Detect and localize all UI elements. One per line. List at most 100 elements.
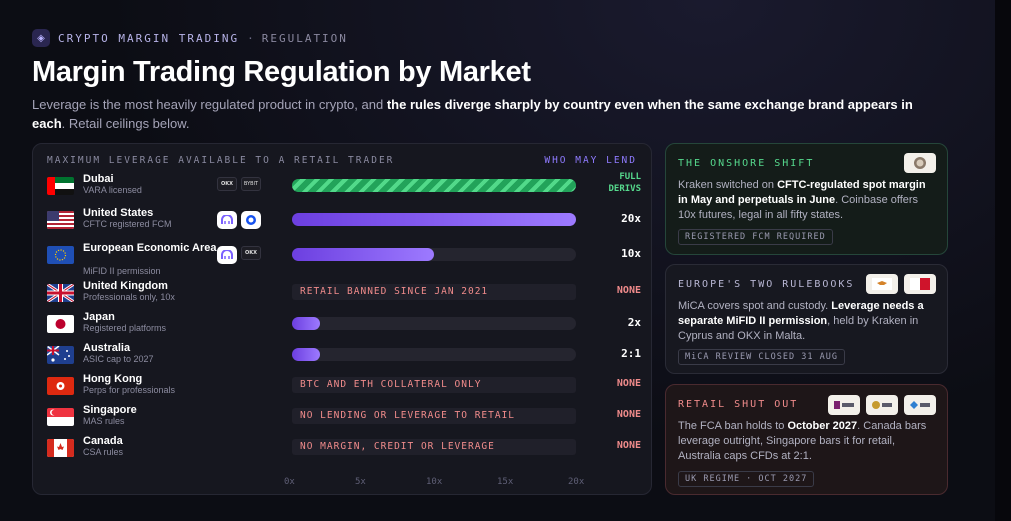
market-row: United States CFTC registered FCM 20x (47, 206, 641, 236)
axis-tick-label: 5x (355, 477, 366, 487)
ca-flag-icon (47, 439, 74, 457)
subtitle-part-1: Leverage is the most heavily regulated p… (32, 97, 387, 112)
screen-edge (995, 0, 1011, 521)
market-name: Australia (83, 342, 131, 354)
kicker-subtitle: REGULATION (261, 31, 348, 45)
market-row: Australia ASIC cap to 2027 2:1 (47, 341, 641, 371)
market-row: Hong Kong Perps for professionals BTC AND … (47, 372, 641, 402)
market-note: Professionals only, 10x (83, 292, 175, 302)
card-text-1: MiCA covers spot and custody. (678, 300, 832, 312)
regulator-seal-icon (904, 153, 936, 173)
kicker: ◈ CRYPTO MARGIN TRADING · REGULATION (32, 28, 972, 48)
market-note: CSA rules (83, 447, 124, 457)
leverage-bar-track (292, 213, 576, 226)
market-name: Dubai (83, 173, 114, 185)
leverage-value-line-2: DERIVS (608, 184, 641, 194)
card-text: The FCA ban holds to October 2027. Canad… (678, 419, 936, 464)
sg-flag-icon (47, 408, 74, 426)
fca-logo-icon (828, 395, 860, 415)
card-text-3: , held by Kraken in Cyprus and OKX in Ma… (678, 315, 919, 342)
leverage-bar (292, 348, 320, 361)
card-title: RETAIL SHUT OUT (678, 399, 799, 410)
market-note: ASIC cap to 2027 (83, 354, 154, 364)
market-name: European Economic Area (83, 242, 217, 254)
kicker-title: CRYPTO MARGIN TRADING (58, 31, 240, 45)
exchange-logos: OKX (217, 246, 261, 264)
leverage-value: NONE (617, 409, 641, 420)
leverage-bar-track (292, 179, 576, 192)
malta-flag-shape (910, 278, 930, 290)
leverage-bar-track (292, 317, 576, 330)
leverage-value-line: 20x (621, 212, 641, 225)
card-europe-rulebooks: EUROPE'S TWO RULEBOOKS MiCA covers spot … (665, 264, 948, 374)
ae-flag-icon (47, 177, 74, 195)
card-retail-shut-out: RETAIL SHUT OUT The FCA ban holds to Oct… (665, 384, 948, 495)
card-tag: MiCA REVIEW CLOSED 31 AUG (678, 349, 845, 365)
leverage-value-line: 2x (627, 316, 641, 329)
gb-flag-icon (47, 284, 74, 302)
subtitle-emphasis: the rules diverge sharply by country eve… (32, 97, 913, 131)
leverage-value: 20x (621, 212, 641, 225)
market-note: Registered platforms (83, 323, 167, 333)
card-text: MiCA covers spot and custody. Leverage n… (678, 299, 936, 344)
market-note: Perps for professionals (83, 385, 176, 395)
card-onshore-shift: THE ONSHORE SHIFT Kraken switched on CFT… (665, 143, 948, 255)
market-name: Japan (83, 311, 115, 323)
kraken-logo-icon (217, 246, 237, 264)
restriction-label: NO MARGIN, CREDIT OR LEVERAGE (292, 439, 576, 455)
mas-logo-icon (866, 395, 898, 415)
market-note: MiFID II permission (83, 266, 161, 276)
market-name: Hong Kong (83, 373, 143, 385)
okx-logo-icon: OKX (241, 246, 261, 260)
leverage-bar (292, 179, 576, 192)
us-flag-icon (47, 211, 74, 229)
market-row: Singapore MAS rules NO LENDING OR LEVERAGE… (47, 403, 641, 433)
leverage-value: 2x (628, 316, 641, 329)
panel-heading-right: WHO MAY LEND (544, 155, 637, 166)
axis-tick-label: 20x (568, 477, 585, 487)
market-name: United States (83, 207, 154, 219)
market-row: United Kingdom Professionals only, 10x RET… (47, 279, 641, 309)
eu-flag-icon (47, 246, 74, 264)
card-tag: REGISTERED FCM REQUIRED (678, 229, 833, 245)
asic-logo-shape (910, 401, 930, 409)
leverage-value-line: NONE (616, 409, 641, 420)
fca-logo-shape (834, 401, 854, 409)
exchange-logos (217, 211, 261, 229)
leverage-value: NONE (617, 285, 641, 296)
jp-flag-icon (47, 315, 74, 333)
cyprus-flag-icon (866, 274, 898, 294)
card-title: EUROPE'S TWO RULEBOOKS (678, 279, 855, 290)
exchange-logos: OKX BYBIT (217, 177, 261, 191)
card-text-emphasis: Leverage needs a separate MiFID II permi… (678, 300, 924, 327)
brand-logo-icon: ◈ (32, 29, 50, 47)
cyprus-flag-shape (872, 278, 892, 290)
okx-logo-icon: OKX (217, 177, 237, 191)
coinbase-logo-icon (241, 211, 261, 229)
subtitle-part-3: . Retail ceilings below. (61, 116, 190, 131)
au-flag-icon (47, 346, 74, 364)
market-row: Canada CSA rules NO MARGIN, CREDIT OR LEVE… (47, 434, 641, 464)
mas-logo-shape (872, 401, 892, 409)
malta-flag-icon (904, 274, 936, 294)
bybit-logo-icon: BYBIT (241, 177, 261, 191)
market-row: Dubai VARA licensed OKX BYBIT FULL DERIVS (47, 172, 641, 202)
leverage-panel: MAXIMUM LEVERAGE AVAILABLE TO A RETAIL T… (32, 143, 652, 495)
card-text-3: . Canada bars leverage outright, Singapo… (678, 420, 927, 462)
leverage-value-line: 2:1 (621, 347, 641, 360)
leverage-bar-track (292, 248, 576, 261)
header: ◈ CRYPTO MARGIN TRADING · REGULATION Mar… (32, 28, 972, 133)
leverage-value-line: NONE (616, 285, 641, 296)
card-text-1: The FCA ban holds to (678, 420, 788, 432)
card-title: THE ONSHORE SHIFT (678, 158, 815, 169)
leverage-bar (292, 248, 434, 261)
seal-icon (914, 157, 926, 169)
hk-flag-icon (47, 377, 74, 395)
market-name: Singapore (83, 404, 137, 416)
leverage-value-line: 10x (621, 247, 641, 260)
restriction-label: RETAIL BANNED SINCE JAN 2021 (292, 284, 576, 300)
leverage-value-line: NONE (616, 440, 641, 451)
market-note: VARA licensed (83, 185, 142, 195)
market-note: MAS rules (83, 416, 125, 426)
leverage-value-line: FULL (619, 172, 641, 182)
